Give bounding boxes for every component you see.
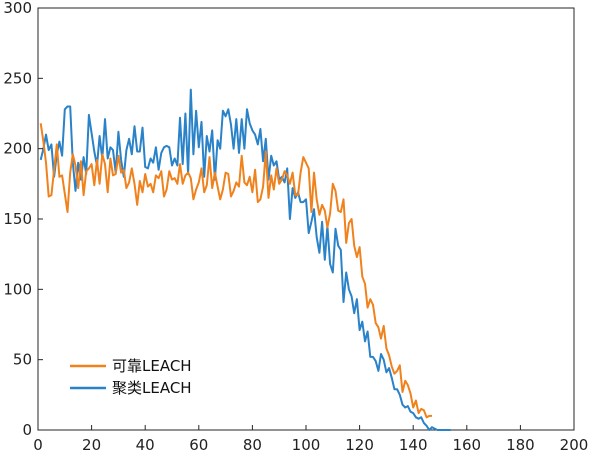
- legend-label-reliable-leach: 可靠LEACH: [112, 357, 192, 375]
- y-tick-label: 200: [3, 140, 32, 158]
- x-tick-label: 200: [560, 436, 589, 454]
- y-tick-label: 300: [3, 0, 32, 17]
- y-tick-label: 250: [3, 69, 32, 87]
- x-tick-label: 60: [189, 436, 208, 454]
- series-line-cluster-leach: [39, 88, 451, 431]
- x-tick-label: 100: [292, 436, 321, 454]
- legend-label-cluster-leach: 聚类LEACH: [112, 379, 192, 397]
- y-tick-label: 150: [3, 210, 32, 228]
- legend: 可靠LEACH 聚类LEACH: [70, 357, 192, 397]
- x-tick-label: 180: [506, 436, 535, 454]
- y-tick-label: 50: [13, 351, 32, 369]
- x-tick-label: 80: [243, 436, 262, 454]
- series-line-reliable-leach: [39, 123, 432, 419]
- x-tick-label: 140: [399, 436, 428, 454]
- x-tick-label: 160: [452, 436, 481, 454]
- x-tick-label: 40: [136, 436, 155, 454]
- x-tick-label: 120: [345, 436, 374, 454]
- plot-area: [37, 7, 575, 431]
- axis-layer: 0 20 40 60 80 100 120 140 160 180 200 0 50 100 150 200 2…: [3, 0, 588, 454]
- x-tick-label: 0: [33, 436, 43, 454]
- x-tick-label: 20: [82, 436, 101, 454]
- y-tick-label: 100: [3, 280, 32, 298]
- y-tick-label: 0: [22, 421, 32, 439]
- series-layer: [39, 88, 451, 431]
